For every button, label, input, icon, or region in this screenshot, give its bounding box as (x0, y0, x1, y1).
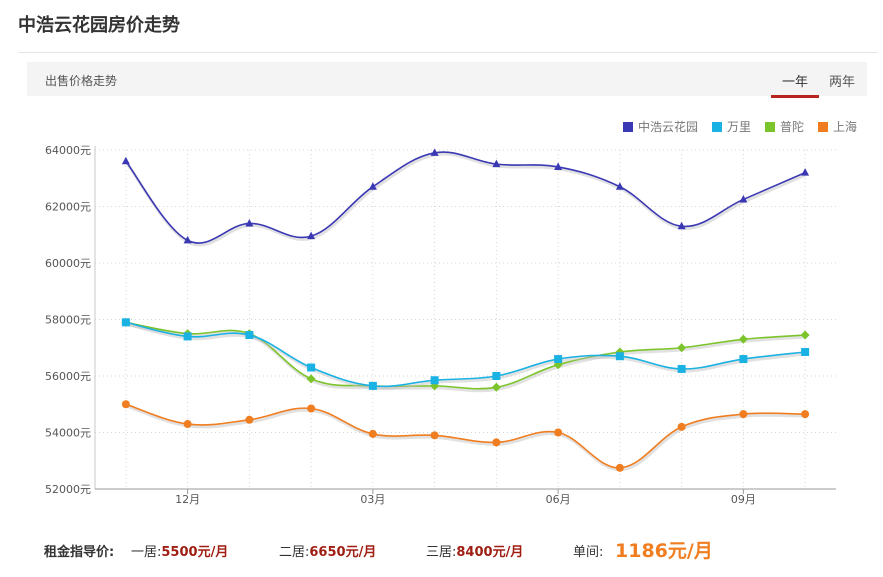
data-point (245, 218, 254, 227)
rent-item-2: 二居:6650元/月 (279, 541, 376, 560)
data-point (554, 355, 563, 364)
data-point (245, 415, 254, 424)
x-tick-label: 06月 (546, 493, 571, 506)
data-point (121, 400, 130, 409)
rent-item-3-value: 8400元/月 (456, 545, 524, 560)
data-point (491, 382, 501, 392)
data-point (368, 381, 377, 390)
y-tick-label: 56000元 (45, 370, 91, 383)
x-tick-label: 12月 (175, 493, 200, 506)
data-point (801, 347, 810, 356)
data-point (800, 330, 810, 340)
legend-label-1: 万里 (726, 120, 751, 134)
legend-swatch-1 (711, 121, 722, 132)
title-divider (18, 52, 878, 53)
data-point (615, 182, 624, 190)
tab-two-years[interactable]: 两年 (829, 75, 856, 90)
series-line (125, 403, 806, 469)
tab-bar: 出售价格走势 一年 两年 (27, 62, 867, 98)
rent-guide-label: 租金指导价: (44, 545, 115, 560)
single-room-value: 1186元/月 (615, 540, 713, 562)
data-point (183, 420, 192, 429)
legend-label-2: 普陀 (779, 120, 804, 134)
legend-item-2[interactable]: 普陀 (764, 118, 804, 135)
price-trend-chart: 52000元 54000元 56000元 58000元 60000元 62000元 6400… (45, 144, 836, 506)
page-title: 中浩云花园房价走势 (18, 15, 180, 36)
single-room-label: 单间: (573, 545, 604, 560)
legend-label-3: 上海 (832, 120, 857, 134)
data-point (739, 410, 748, 419)
data-point (492, 438, 501, 447)
data-point (738, 334, 748, 344)
data-point (615, 352, 624, 361)
legend-swatch-3 (817, 121, 828, 132)
data-point (677, 422, 686, 431)
data-point (121, 318, 130, 327)
data-point (801, 168, 810, 176)
data-point (492, 159, 501, 168)
data-point (306, 374, 316, 384)
rent-guide-footer: 租金指导价: 一居:5500元/月 二居:6650元/月 三居:8400元/月 … (44, 538, 864, 562)
y-tick-label: 62000元 (45, 201, 91, 214)
data-point (554, 162, 563, 170)
legend-label-0: 中浩云花园 (637, 120, 698, 134)
series-line-shadow (126, 404, 807, 472)
rent-item-3-label: 三居: (426, 545, 457, 560)
data-point (183, 332, 192, 341)
data-point (739, 194, 748, 203)
legend-item-3[interactable]: 上海 (817, 118, 857, 135)
chart-legend: 中浩云花园 万里 普陀 上海 (622, 118, 857, 135)
data-point (430, 148, 439, 156)
data-point (615, 463, 624, 472)
legend-item-1[interactable]: 万里 (711, 118, 751, 135)
y-tick-label: 60000元 (45, 257, 91, 270)
data-point (677, 364, 686, 373)
rent-item-1-value: 5500元/月 (161, 545, 229, 560)
series-line-shadow (125, 152, 807, 247)
data-point (430, 431, 439, 440)
data-point (307, 231, 316, 240)
data-point (368, 182, 377, 190)
y-tick-label: 64000元 (45, 144, 91, 157)
data-point (492, 372, 501, 380)
tab-bar-label: 出售价格走势 (45, 74, 118, 88)
legend-swatch-2 (764, 121, 775, 132)
rent-item-2-value: 6650元/月 (309, 545, 377, 560)
rent-item-3: 三居:8400元/月 (426, 541, 523, 560)
data-point (307, 404, 316, 413)
rent-item-2-label: 二居: (279, 545, 310, 560)
rent-item-1-label: 一居: (131, 545, 162, 560)
data-point (368, 429, 377, 438)
y-tick-label: 54000元 (45, 427, 91, 440)
rent-item-1: 一居:5500元/月 (131, 541, 228, 560)
x-tick-label: 09月 (731, 493, 756, 506)
data-point (677, 343, 687, 353)
active-tab-indicator (771, 95, 819, 98)
x-tick-label: 03月 (360, 493, 385, 506)
data-point (183, 235, 192, 244)
data-point (739, 355, 748, 364)
legend-item-0[interactable]: 中浩云花园 (622, 118, 698, 135)
data-point (801, 410, 810, 419)
data-point (430, 376, 439, 385)
legend-swatch-0 (622, 121, 633, 132)
tab-one-year[interactable]: 一年 (782, 75, 809, 90)
data-point (554, 428, 563, 437)
data-point (121, 156, 130, 165)
data-point (307, 363, 316, 372)
data-point (245, 331, 254, 340)
y-tick-label: 52000元 (45, 483, 91, 496)
y-tick-label: 58000元 (45, 314, 91, 327)
data-point (677, 221, 686, 230)
series-line (125, 151, 806, 244)
